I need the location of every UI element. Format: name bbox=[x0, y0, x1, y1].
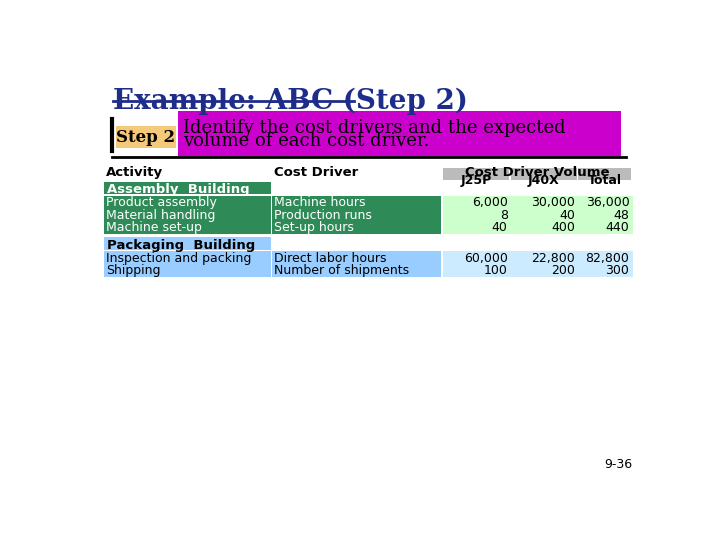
Text: 6,000: 6,000 bbox=[472, 197, 508, 210]
Text: volume of each cost driver.: volume of each cost driver. bbox=[183, 132, 429, 150]
Text: 100: 100 bbox=[484, 264, 508, 277]
Text: Assembly  Building: Assembly Building bbox=[107, 184, 250, 197]
Text: Shipping: Shipping bbox=[107, 264, 161, 277]
Text: 60,000: 60,000 bbox=[464, 252, 508, 265]
FancyBboxPatch shape bbox=[510, 168, 577, 179]
Text: 40: 40 bbox=[559, 209, 575, 222]
Text: Production runs: Production runs bbox=[274, 209, 372, 222]
Text: Packaging  Building: Packaging Building bbox=[107, 239, 256, 252]
Text: Activity: Activity bbox=[106, 166, 163, 179]
FancyBboxPatch shape bbox=[104, 251, 271, 278]
FancyBboxPatch shape bbox=[178, 111, 621, 156]
Text: 440: 440 bbox=[606, 221, 629, 234]
Text: 200: 200 bbox=[552, 264, 575, 277]
Text: 82,800: 82,800 bbox=[585, 252, 629, 265]
Text: Example: ABC (Step 2): Example: ABC (Step 2) bbox=[113, 88, 468, 115]
Text: Product assembly: Product assembly bbox=[107, 197, 217, 210]
FancyBboxPatch shape bbox=[272, 251, 441, 278]
Text: 400: 400 bbox=[552, 221, 575, 234]
Text: J40X: J40X bbox=[528, 174, 559, 187]
Text: 9-36: 9-36 bbox=[604, 458, 632, 471]
Text: 300: 300 bbox=[606, 264, 629, 277]
Text: Set-up hours: Set-up hours bbox=[274, 221, 354, 234]
FancyBboxPatch shape bbox=[104, 182, 271, 194]
Text: Step 2: Step 2 bbox=[116, 129, 176, 146]
Text: 36,000: 36,000 bbox=[585, 197, 629, 210]
FancyBboxPatch shape bbox=[443, 168, 509, 179]
Text: Machine hours: Machine hours bbox=[274, 197, 366, 210]
FancyBboxPatch shape bbox=[578, 168, 631, 179]
Text: Cost Driver Volume: Cost Driver Volume bbox=[465, 166, 610, 179]
Text: Machine set-up: Machine set-up bbox=[107, 221, 202, 234]
FancyBboxPatch shape bbox=[443, 251, 632, 278]
Text: 48: 48 bbox=[613, 209, 629, 222]
Text: Cost Driver: Cost Driver bbox=[274, 166, 358, 179]
Text: 40: 40 bbox=[492, 221, 508, 234]
Text: J25P: J25P bbox=[460, 174, 492, 187]
Text: 30,000: 30,000 bbox=[531, 197, 575, 210]
Text: Direct labor hours: Direct labor hours bbox=[274, 252, 387, 265]
Text: Identify the cost drivers and the expected: Identify the cost drivers and the expect… bbox=[183, 119, 566, 137]
Text: Total: Total bbox=[588, 174, 621, 187]
FancyBboxPatch shape bbox=[104, 237, 271, 249]
FancyBboxPatch shape bbox=[272, 195, 441, 234]
Text: 22,800: 22,800 bbox=[531, 252, 575, 265]
Text: Inspection and packing: Inspection and packing bbox=[107, 252, 252, 265]
Text: Number of shipments: Number of shipments bbox=[274, 264, 410, 277]
FancyBboxPatch shape bbox=[443, 195, 632, 234]
Text: Material handling: Material handling bbox=[107, 209, 216, 222]
FancyBboxPatch shape bbox=[116, 126, 176, 148]
Text: 8: 8 bbox=[500, 209, 508, 222]
FancyBboxPatch shape bbox=[104, 195, 271, 234]
